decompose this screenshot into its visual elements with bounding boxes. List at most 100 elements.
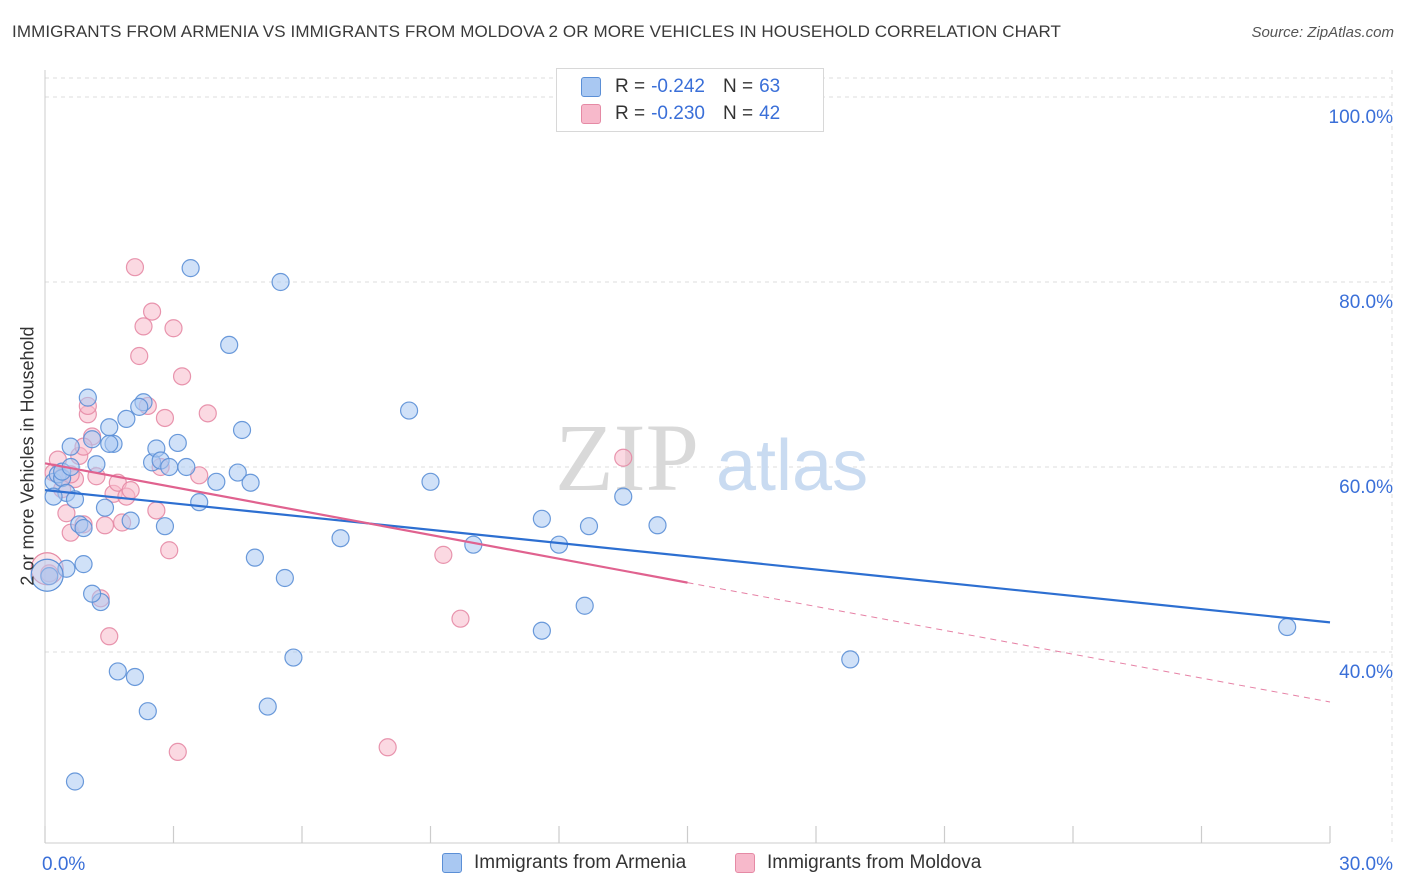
armenia-point-20 xyxy=(130,397,149,416)
legend-row-armenia: R = -0.242 N = 63 xyxy=(581,75,780,99)
armenia-point-56 xyxy=(65,772,85,791)
n-label: N = xyxy=(722,76,754,97)
armenia-point-30 xyxy=(190,493,209,512)
armenia-point-43 xyxy=(421,472,440,491)
armenia-point-51 xyxy=(648,516,667,535)
axes xyxy=(44,70,1331,844)
armenia-point-41 xyxy=(331,529,350,548)
legend-row-moldova: R = -0.230 N = 42 xyxy=(581,102,780,126)
moldova-point-13 xyxy=(100,627,119,646)
y-tick-label-80: 80.0% xyxy=(1339,292,1393,313)
moldova-n-value: 42 xyxy=(759,103,781,124)
armenia-point-10 xyxy=(87,455,106,474)
moldova-point-20 xyxy=(130,346,149,366)
moldova-point-12 xyxy=(95,516,115,535)
moldova-point-3 xyxy=(57,504,76,523)
moldova-point-33 xyxy=(378,738,397,757)
legend-item-moldova[interactable]: Immigrants from Moldova xyxy=(735,852,981,874)
armenia-point-15 xyxy=(108,662,127,681)
armenia-point-36 xyxy=(245,548,264,567)
moldova-point-32 xyxy=(198,404,217,423)
armenia-point-7 xyxy=(74,518,93,538)
armenia-point-34 xyxy=(232,420,252,440)
armenia-cluster-point xyxy=(30,558,64,592)
y-tick-label-40: 40.0% xyxy=(1339,662,1393,683)
r-label: R = xyxy=(615,76,646,97)
armenia-point-48 xyxy=(575,596,594,615)
watermark-atlas: atlas xyxy=(716,426,868,506)
armenia-trendline-0 xyxy=(44,489,1331,624)
armenia-point-49 xyxy=(579,517,599,536)
x-tick-label-max: 30.0% xyxy=(1339,854,1393,875)
n-label: N = xyxy=(722,103,754,124)
armenia-point-12 xyxy=(95,498,115,517)
moldova-point-24 xyxy=(147,501,166,520)
armenia-point-13 xyxy=(100,418,119,437)
armenia-point-40 xyxy=(284,648,303,667)
armenia-point-18 xyxy=(125,667,145,687)
armenia-r-value: -0.242 xyxy=(651,76,705,97)
armenia-point-46 xyxy=(532,621,551,640)
y-tick-label-100: 100.0% xyxy=(1329,107,1394,128)
moldova-point-27 xyxy=(160,541,179,560)
armenia-point-42 xyxy=(399,401,419,420)
gridlines xyxy=(45,70,1393,843)
moldova-trendline-1 xyxy=(44,462,688,584)
armenia-point-28 xyxy=(177,457,196,477)
moldova-r-value: -0.230 xyxy=(651,103,705,124)
armenia-point-5 xyxy=(65,490,85,509)
armenia-point-59 xyxy=(100,434,119,453)
armenia-point-57 xyxy=(74,555,93,574)
moldova-point-26 xyxy=(155,408,175,428)
armenia-legend-label: Immigrants from Armenia xyxy=(474,852,687,873)
armenia-points xyxy=(30,259,1297,791)
armenia-point-9 xyxy=(83,430,102,449)
moldova-point-36 xyxy=(614,448,633,467)
series-legend: Immigrants from Armenia Immigrants from … xyxy=(0,852,1406,878)
y-axis-label: 2 or more Vehicles in Household xyxy=(17,326,38,586)
moldova-point-23 xyxy=(142,302,162,321)
chart-title: IMMIGRANTS FROM ARMENIA VS IMMIGRANTS FR… xyxy=(12,22,1062,41)
moldova-point-34 xyxy=(434,545,453,564)
armenia-n-value: 63 xyxy=(759,76,781,97)
armenia-point-16 xyxy=(117,409,136,428)
moldova-point-30 xyxy=(172,367,192,386)
moldova-trendline-2 xyxy=(687,582,1331,703)
armenia-point-27 xyxy=(168,433,187,453)
moldova-point-28 xyxy=(164,319,183,338)
armenia-point-33 xyxy=(228,463,247,482)
moldova-point-18 xyxy=(121,481,140,500)
y-tick-label-60: 60.0% xyxy=(1339,477,1393,498)
armenia-point-52 xyxy=(841,650,860,669)
moldova-point-21 xyxy=(134,317,153,336)
moldova-point-29 xyxy=(168,742,187,762)
armenia-swatch xyxy=(581,77,601,97)
armenia-point-8 xyxy=(78,388,97,407)
armenia-point-37 xyxy=(258,697,277,716)
moldova-swatch xyxy=(581,104,601,124)
armenia-point-58 xyxy=(83,584,102,603)
armenia-legend-swatch xyxy=(442,853,462,873)
correlation-legend: R = -0.242 N = 63 R = -0.230 N = 42 xyxy=(556,68,824,132)
armenia-point-38 xyxy=(271,272,290,292)
armenia-point-45 xyxy=(532,509,551,528)
armenia-point-25 xyxy=(155,517,175,536)
armenia-point-54 xyxy=(40,567,59,586)
moldova-legend-label: Immigrants from Moldova xyxy=(767,852,982,873)
armenia-point-17 xyxy=(121,511,140,530)
armenia-point-21 xyxy=(138,702,157,721)
x-tick-label-min: 0.0% xyxy=(42,854,85,875)
armenia-point-31 xyxy=(207,472,226,491)
source-label: Source: ZipAtlas.com xyxy=(1251,24,1394,41)
moldova-point-35 xyxy=(451,609,470,628)
watermark: ZIP atlas xyxy=(555,404,868,511)
legend-item-armenia[interactable]: Immigrants from Armenia xyxy=(442,852,686,874)
armenia-point-32 xyxy=(220,335,239,354)
armenia-point-4 xyxy=(61,437,80,456)
trendlines xyxy=(44,462,1331,703)
moldova-point-19 xyxy=(125,258,145,277)
armenia-point-53 xyxy=(1278,617,1297,637)
armenia-point-39 xyxy=(275,568,294,588)
armenia-point-50 xyxy=(614,487,633,506)
